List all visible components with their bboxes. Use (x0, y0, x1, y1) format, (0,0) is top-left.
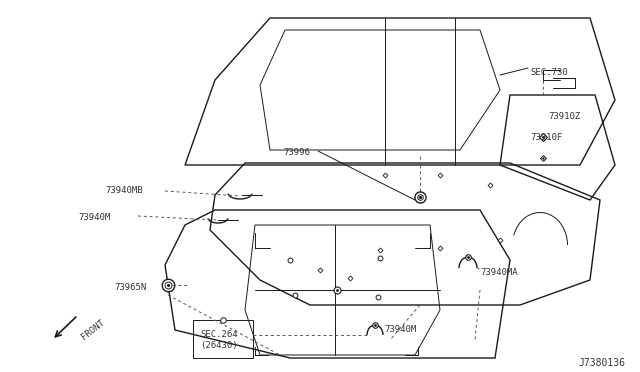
Text: 73996: 73996 (283, 148, 310, 157)
Text: SEC.264: SEC.264 (200, 330, 237, 339)
Text: J7380136: J7380136 (578, 358, 625, 368)
Text: 73910Z: 73910Z (548, 112, 580, 121)
Bar (193, 320, 253, 358)
Text: 73940M: 73940M (384, 325, 416, 334)
Text: FRONT: FRONT (80, 318, 107, 341)
Text: 73940M: 73940M (78, 213, 110, 222)
Text: SEC.730: SEC.730 (530, 68, 568, 77)
Text: 73965N: 73965N (114, 283, 147, 292)
Text: 73940MA: 73940MA (480, 268, 518, 277)
Text: 73940MB: 73940MB (105, 186, 143, 195)
Text: (26430): (26430) (200, 341, 237, 350)
Text: 73910F: 73910F (530, 133, 563, 142)
